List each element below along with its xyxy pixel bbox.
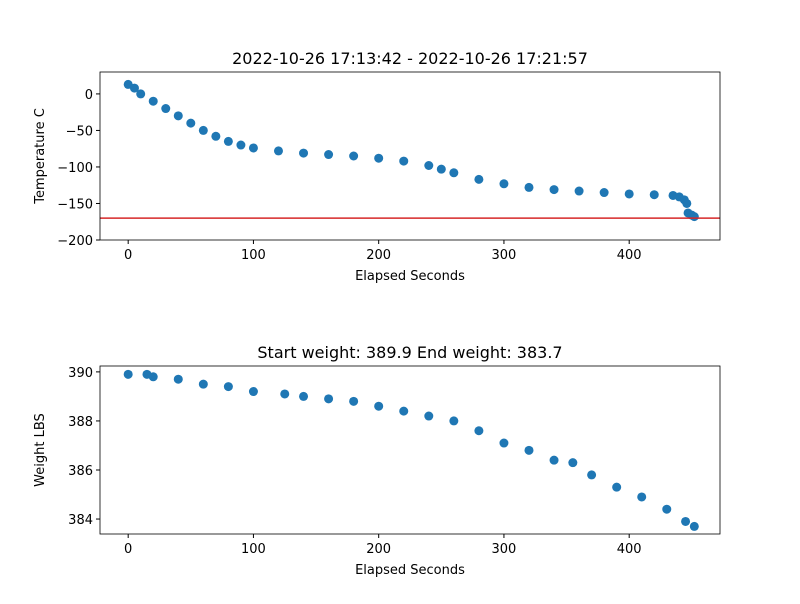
point: [474, 174, 484, 184]
point: [424, 411, 434, 421]
point: [689, 212, 699, 222]
points: [123, 369, 699, 531]
y-axis-label: Temperature C: [33, 108, 48, 205]
axes: Start weight: 389.9 End weight: 383.7 Ela…: [33, 343, 721, 578]
axes-frame: [99, 365, 721, 535]
point: [499, 179, 509, 189]
point: [574, 186, 584, 196]
point: [299, 391, 309, 401]
y-tick-label: −150: [57, 197, 93, 212]
point: [136, 89, 146, 99]
x-tick-label: 100: [241, 248, 266, 263]
point: [349, 151, 359, 161]
point: [499, 438, 509, 448]
point: [223, 136, 233, 146]
point: [662, 504, 672, 514]
point: [186, 118, 196, 128]
point: [682, 198, 692, 208]
point: [324, 150, 334, 160]
point: [123, 369, 133, 379]
point: [173, 374, 183, 384]
point: [223, 382, 233, 392]
point: [568, 458, 578, 468]
point: [612, 482, 622, 492]
point: [549, 455, 559, 465]
point: [681, 516, 691, 526]
x-tick-label: 100: [241, 542, 266, 557]
point: [129, 83, 139, 93]
y-tick-label: −50: [66, 124, 93, 139]
x-tick-label: 0: [124, 248, 132, 263]
point: [280, 389, 290, 399]
y-tick-label: −100: [57, 161, 93, 176]
point: [624, 189, 634, 199]
point: [374, 153, 384, 163]
point: [148, 96, 158, 106]
point: [587, 470, 597, 480]
point: [211, 131, 221, 141]
point: [649, 190, 659, 200]
point: [424, 160, 434, 170]
points: [123, 79, 699, 222]
axes-frame: [99, 71, 721, 241]
y-tick-label: 388: [68, 415, 93, 430]
point: [374, 401, 384, 411]
y-tick-label: 0: [85, 88, 93, 103]
point: [299, 148, 309, 158]
point: [599, 188, 609, 198]
y-axis-label: Weight LBS: [33, 413, 48, 487]
axes: 2022-10-26 17:13:42 - 2022-10-26 17:21:5…: [33, 49, 721, 284]
point: [349, 396, 359, 406]
point: [198, 125, 208, 135]
point: [148, 372, 158, 382]
y-tick-label: 390: [68, 366, 93, 381]
point: [248, 143, 258, 153]
point: [173, 111, 183, 121]
point: [324, 394, 334, 404]
point: [198, 379, 208, 389]
point: [524, 445, 534, 455]
point: [689, 521, 699, 531]
point: [273, 146, 283, 156]
y-tick-label: 386: [68, 464, 93, 479]
x-tick-label: 400: [617, 248, 642, 263]
x-tick-label: 0: [124, 542, 132, 557]
point: [549, 185, 559, 195]
point: [449, 168, 459, 178]
x-axis-label: Elapsed Seconds: [355, 269, 465, 284]
x-axis-label: Elapsed Seconds: [355, 563, 465, 578]
y-tick-label: 384: [68, 513, 93, 528]
x-tick-label: 300: [492, 542, 517, 557]
x-tick-label: 200: [366, 248, 391, 263]
point: [248, 387, 258, 397]
chart-title: Start weight: 389.9 End weight: 383.7: [257, 343, 562, 362]
point: [474, 426, 484, 436]
point: [399, 156, 409, 166]
point: [637, 492, 647, 502]
point: [161, 104, 171, 114]
point: [449, 416, 459, 426]
point: [524, 182, 534, 192]
chart-title: 2022-10-26 17:13:42 - 2022-10-26 17:21:5…: [232, 49, 588, 68]
x-tick-label: 200: [366, 542, 391, 557]
y-tick-label: −200: [57, 234, 93, 249]
point: [436, 164, 446, 174]
point: [399, 406, 409, 416]
x-tick-label: 400: [617, 542, 642, 557]
point: [236, 140, 246, 150]
x-tick-label: 300: [492, 248, 517, 263]
